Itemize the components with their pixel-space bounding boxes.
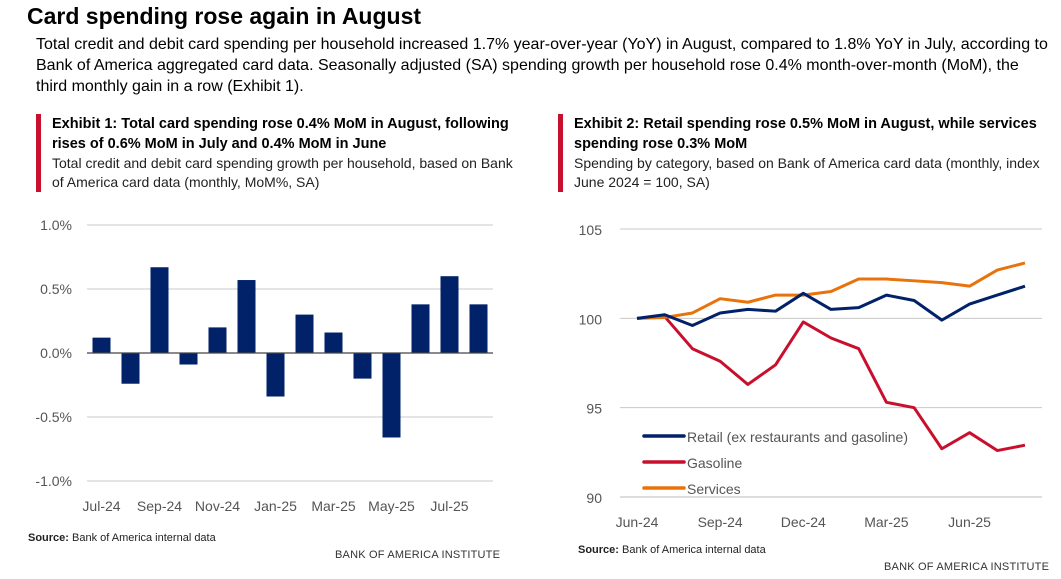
bar-Jul-25 — [440, 276, 459, 353]
bar-Feb-25 — [295, 314, 314, 353]
exhibit1-bar-chart: 1.0% 0.5% 0.0% -0.5% -1.0% Jul-24 Sep-24 Nov-24… — [35, 217, 493, 514]
bar-Sep-24 — [150, 267, 169, 353]
exhibit2-brand: BANK OF AMERICA INSTITUTE — [884, 561, 1050, 573]
y-tick-label: -1.0% — [35, 473, 72, 489]
exhibit2-header: Exhibit 2: Retail spending rose 0.5% MoM… — [558, 114, 1054, 192]
exhibit1-source: Source: Bank of America internal data — [28, 532, 216, 544]
y-tick-label: 100 — [579, 311, 603, 327]
bar-Jul-24 — [92, 337, 111, 353]
x-tick-label: Sep-24 — [137, 498, 182, 514]
bar-Aug-25 — [469, 304, 488, 353]
y-tick-label: 90 — [586, 490, 602, 506]
y-tick-label: 0.0% — [40, 345, 72, 361]
x-tick-label: Dec-24 — [781, 514, 826, 530]
bar-Jun-25 — [411, 304, 430, 353]
exhibit1-header: Exhibit 1: Total card spending rose 0.4%… — [36, 114, 522, 192]
bar-Oct-24 — [179, 353, 198, 365]
series-line-services — [636, 261, 1026, 320]
exhibit1-brand: BANK OF AMERICA INSTITUTE — [335, 549, 501, 561]
y-tick-label: 95 — [586, 401, 602, 417]
bar-Nov-24 — [208, 327, 227, 353]
series-line-gasoline — [636, 315, 1026, 453]
legend-label: Gasoline — [687, 455, 742, 471]
series-line-retail — [636, 284, 1026, 327]
x-tick-label: Jun-24 — [616, 514, 659, 530]
bar-Mar-25 — [324, 332, 343, 353]
source-label: Source: — [578, 544, 619, 556]
exhibit1-subheading: Total credit and debit card spending gro… — [52, 155, 513, 190]
bar-Jan-25 — [266, 353, 285, 397]
x-tick-label: Jun-25 — [948, 514, 991, 530]
source-text: Bank of America internal data — [622, 544, 766, 556]
bar-Dec-24 — [237, 280, 256, 353]
exhibit2-line-chart: 105 100 95 90 Jun-24 Sep-24 Dec-24 Mar-25 Jun-25… — [579, 222, 1042, 530]
y-tick-label: 0.5% — [40, 281, 72, 297]
page-title: Card spending rose again in August — [27, 3, 422, 29]
x-tick-label: Mar-25 — [311, 498, 356, 514]
bar-May-25 — [382, 353, 401, 438]
x-tick-label: Jul-25 — [430, 498, 468, 514]
x-tick-label: Sep-24 — [698, 514, 743, 530]
bar-Aug-24 — [121, 353, 140, 384]
legend-label: Retail (ex restaurants and gasoline) — [687, 429, 908, 445]
exhibit2-source: Source: Bank of America internal data — [578, 544, 766, 556]
x-tick-label: Nov-24 — [195, 498, 240, 514]
exhibit1-heading: Exhibit 1: Total card spending rose 0.4%… — [52, 116, 509, 152]
x-tick-label: Mar-25 — [864, 514, 909, 530]
y-tick-label: 105 — [579, 222, 603, 238]
legend-label: Services — [687, 481, 741, 497]
source-text: Bank of America internal data — [72, 532, 216, 544]
exhibit2-subheading: Spending by category, based on Bank of A… — [574, 155, 1040, 190]
bar-Apr-25 — [353, 353, 372, 379]
y-tick-label: 1.0% — [40, 217, 72, 233]
exhibit2-heading: Exhibit 2: Retail spending rose 0.5% MoM… — [574, 116, 1037, 152]
x-tick-label: Jul-24 — [82, 498, 120, 514]
x-tick-label: May-25 — [368, 498, 415, 514]
x-tick-label: Jan-25 — [254, 498, 297, 514]
y-tick-label: -0.5% — [35, 409, 72, 425]
source-label: Source: — [28, 532, 69, 544]
intro-paragraph: Total credit and debit card spending per… — [36, 36, 1048, 95]
